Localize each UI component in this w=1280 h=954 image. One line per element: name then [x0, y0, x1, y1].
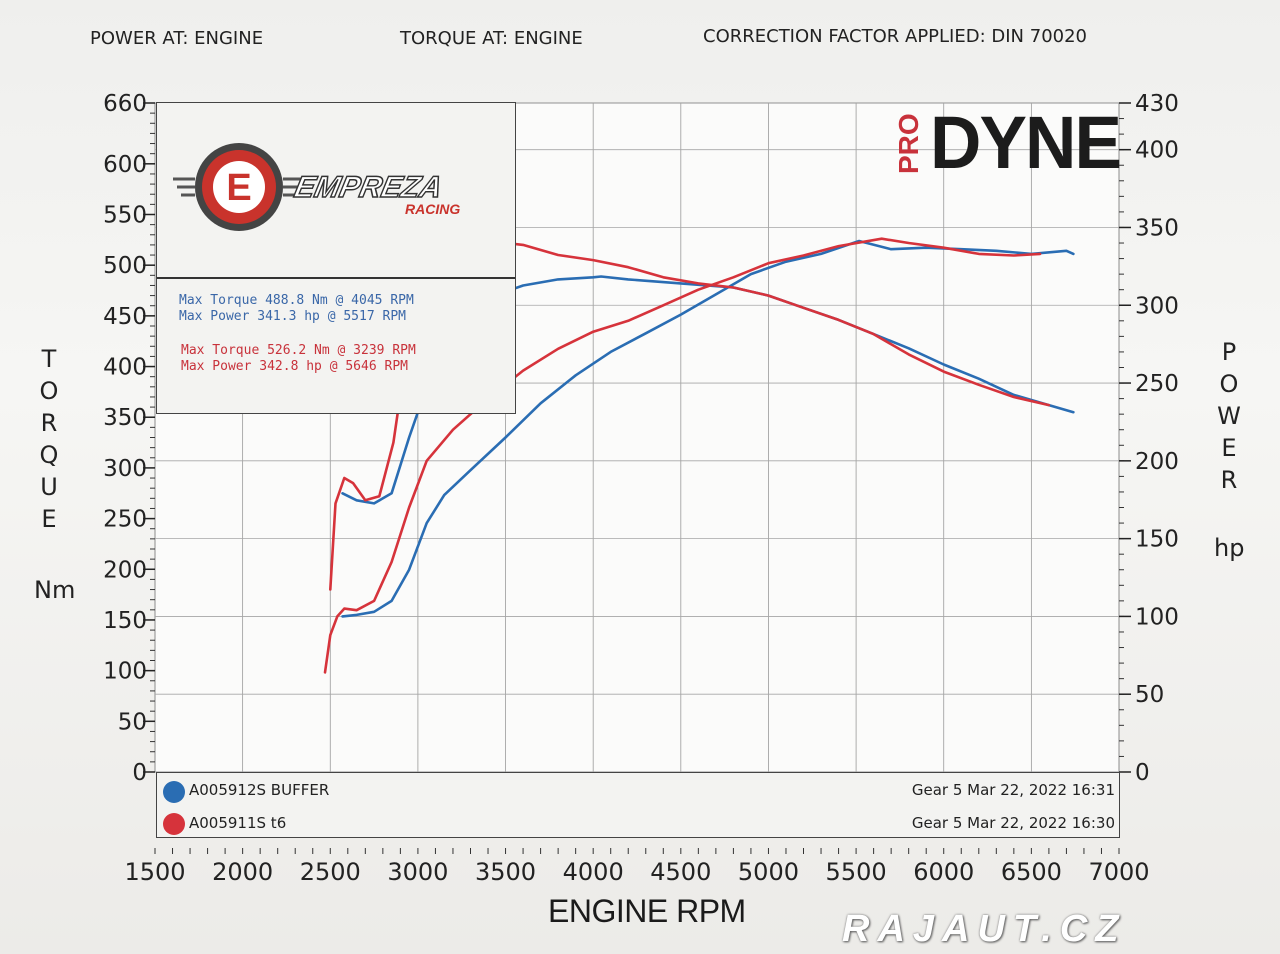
series-line-red-torque	[328, 237, 1051, 591]
left-axis-title: TORQUE	[39, 345, 59, 533]
right-tick-label: 200	[1135, 449, 1179, 475]
series-line-blue-torque	[341, 275, 1075, 505]
x-tick-label: 5000	[738, 858, 799, 886]
left-tick-label: 200	[103, 557, 147, 583]
legend-panel: A005912S BUFFER Gear 5 Mar 22, 2022 16:3…	[156, 772, 1120, 838]
right-tick-label: 300	[1135, 293, 1179, 319]
left-tick-label: 150	[103, 608, 147, 634]
blue-max-torque: Max Torque 488.8 Nm @ 4045 RPM	[179, 293, 414, 308]
x-tick-label: 7000	[1088, 858, 1149, 886]
x-tick-label: 2000	[212, 858, 273, 886]
logo-stats-panel: E EMPREZA RACING Max Torque 488.8 Nm @ 4…	[156, 102, 516, 414]
left-tick-label: 250	[103, 507, 147, 533]
x-tick-label: 4000	[563, 858, 624, 886]
legend-info-blue: Gear 5 Mar 22, 2022 16:31	[911, 781, 1115, 799]
svg-text:DYNE: DYNE	[930, 101, 1120, 178]
left-tick-label: 600	[103, 152, 147, 178]
left-tick-label: 300	[103, 456, 147, 482]
right-axis-title: POWER	[1217, 338, 1241, 494]
logo-wordmark: EMPREZA	[292, 171, 446, 204]
right-tick-label: 50	[1135, 682, 1164, 708]
x-tick-label: 4500	[650, 858, 711, 886]
legend-series-blue: A005912S BUFFER	[189, 781, 330, 799]
red-max-torque: Max Torque 526.2 Nm @ 3239 RPM	[181, 343, 416, 358]
panel-divider	[157, 277, 515, 279]
left-tick-label: 350	[103, 405, 147, 431]
prodyne-logo: PRO DYNE	[893, 101, 1122, 178]
right-tick-label: 0	[1135, 760, 1150, 786]
logo-subtitle: RACING	[405, 201, 460, 217]
x-tick-label: 5500	[826, 858, 887, 886]
left-tick-label: 0	[132, 760, 147, 786]
right-tick-label: 100	[1135, 604, 1179, 630]
blue-max-power: Max Power 341.3 hp @ 5517 RPM	[179, 309, 406, 324]
x-tick-label: 3500	[475, 858, 536, 886]
right-tick-label: 150	[1135, 527, 1179, 553]
right-tick-label: 250	[1135, 371, 1179, 397]
torque-at-label: TORQUE AT: ENGINE	[400, 28, 583, 49]
watermark: RAJAUT.CZ	[842, 908, 1127, 950]
right-tick-label: 400	[1135, 138, 1179, 164]
power-at-label: POWER AT: ENGINE	[90, 28, 264, 49]
right-tick-label: 430	[1135, 91, 1179, 117]
right-tick-label: 350	[1135, 215, 1179, 241]
x-tick-label: 6000	[913, 858, 974, 886]
x-tick-label: 3000	[387, 858, 448, 886]
left-tick-label: 500	[103, 253, 147, 279]
series-line-red-power	[323, 237, 1042, 674]
left-tick-label: 400	[103, 355, 147, 381]
right-axis-unit: hp	[1214, 534, 1245, 562]
left-tick-label: 100	[103, 659, 147, 685]
empreza-logo: E EMPREZA RACING	[173, 143, 460, 231]
left-tick-label: 50	[118, 709, 147, 735]
legend-series-red: A005911S t6	[189, 814, 287, 832]
correction-factor-label: CORRECTION FACTOR APPLIED: DIN 70020	[703, 26, 1088, 47]
svg-text:E: E	[226, 167, 251, 209]
left-tick-label: 450	[103, 304, 147, 330]
legend-swatch-red	[163, 813, 185, 835]
legend-info-red: Gear 5 Mar 22, 2022 16:30	[911, 814, 1115, 832]
svg-text:PRO: PRO	[893, 113, 924, 174]
x-tick-label: 2500	[300, 858, 361, 886]
x-tick-label: 1500	[124, 858, 185, 886]
x-axis-title: ENGINE RPM	[548, 893, 746, 929]
left-tick-label: 550	[103, 203, 147, 229]
legend-swatch-blue	[163, 781, 185, 803]
left-tick-label: 660	[103, 91, 147, 117]
red-max-power: Max Power 342.8 hp @ 5646 RPM	[181, 359, 408, 374]
x-tick-label: 6500	[1001, 858, 1062, 886]
